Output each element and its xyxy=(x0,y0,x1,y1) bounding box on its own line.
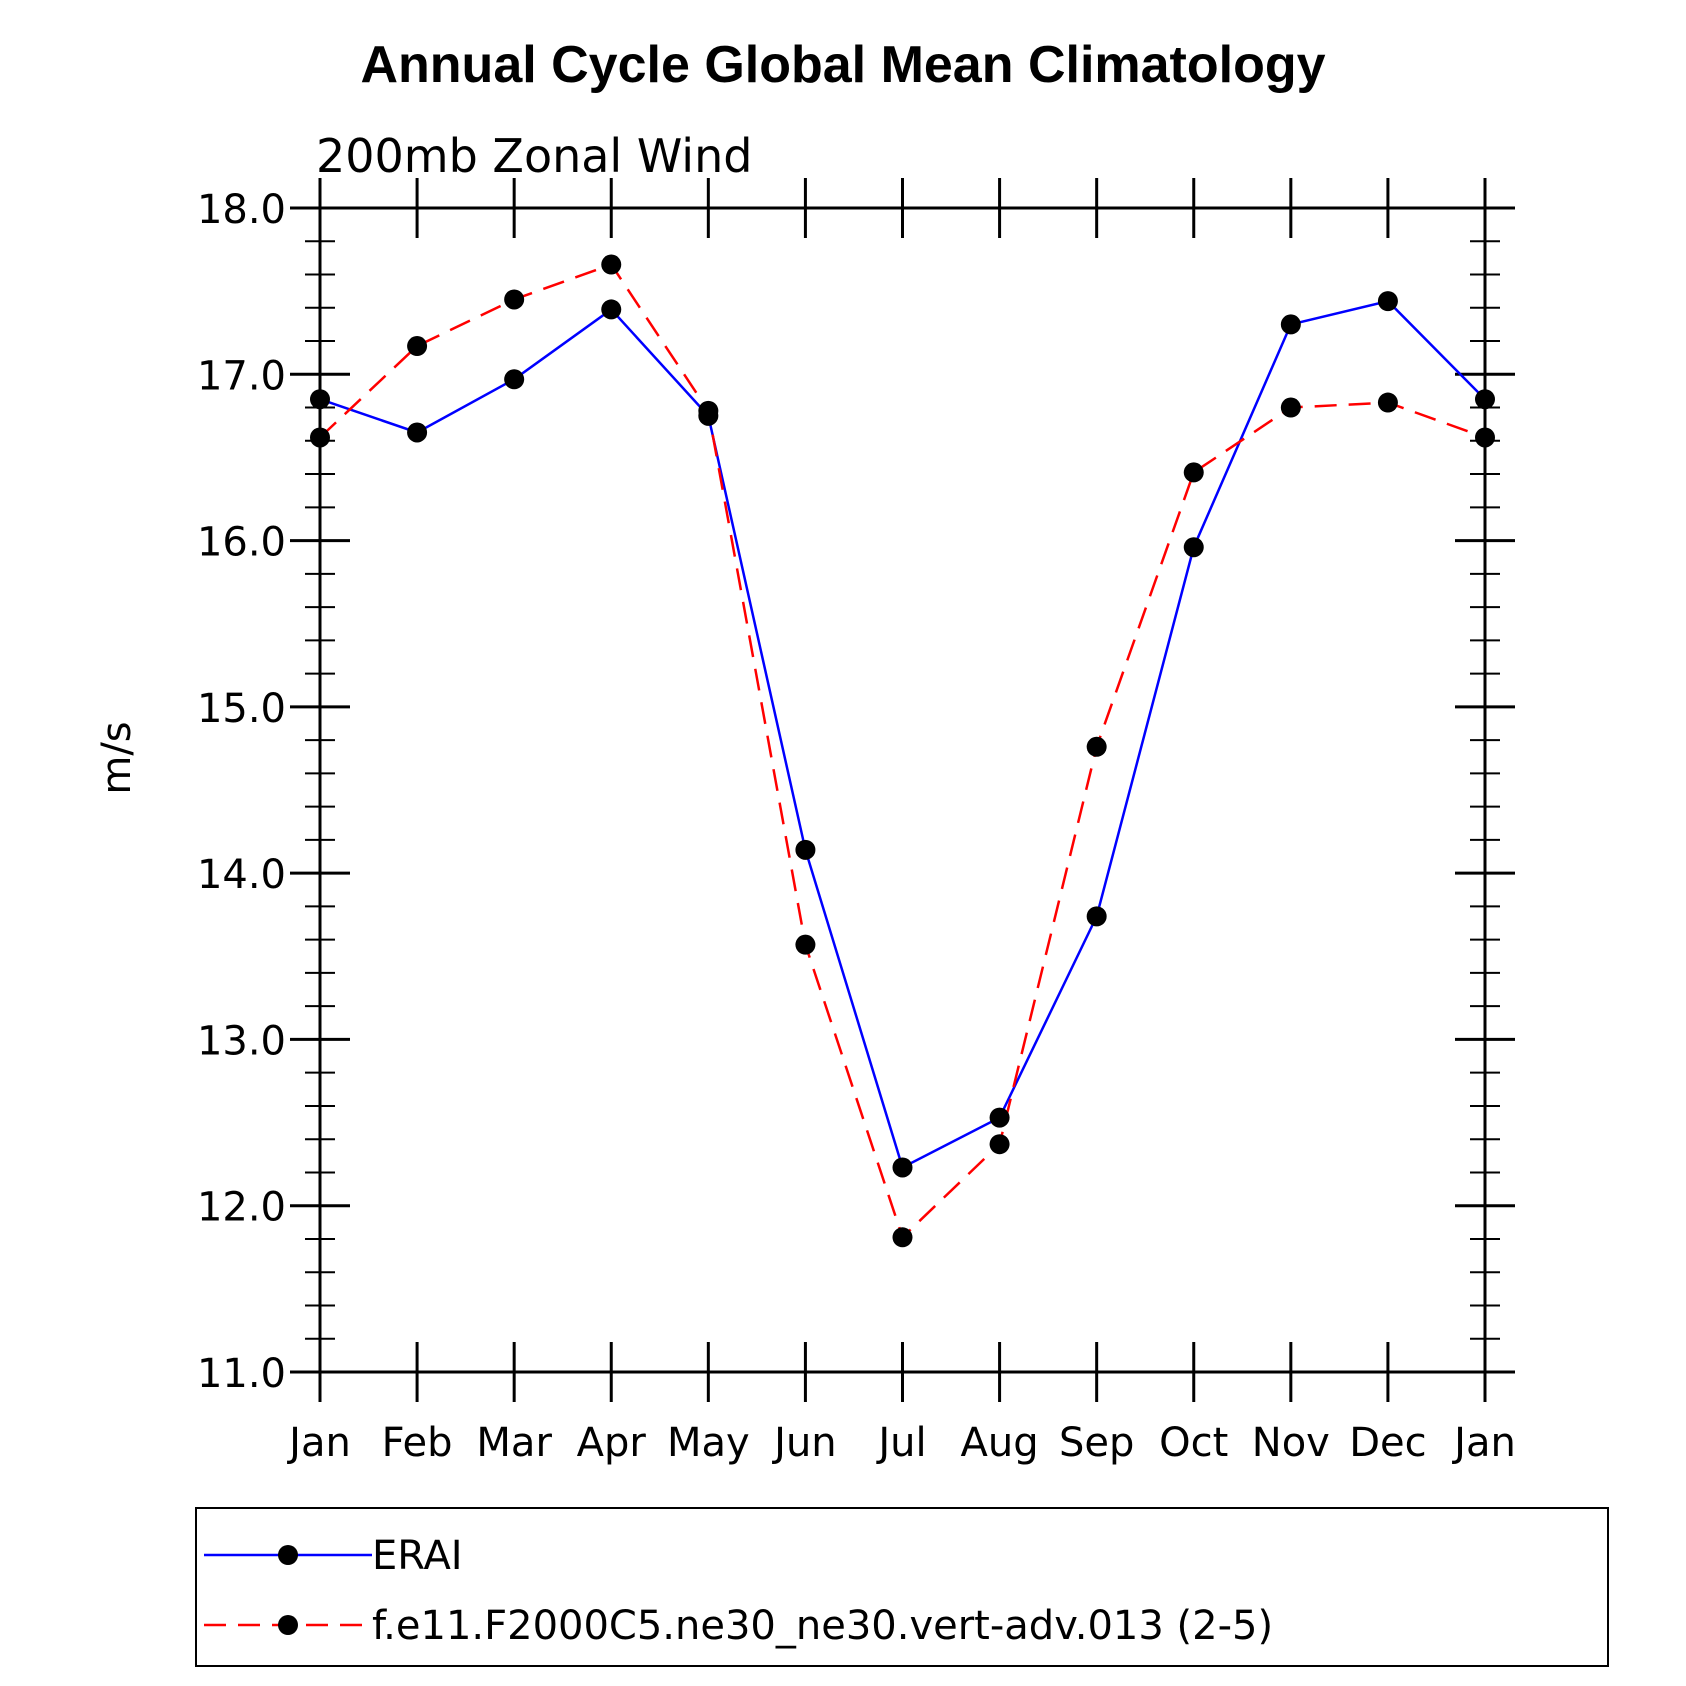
x-tick-label: Feb xyxy=(382,1420,453,1466)
y-tick-label: 18.0 xyxy=(197,187,286,233)
data-point-series-0 xyxy=(795,839,816,860)
series-layer xyxy=(310,254,1495,1248)
x-tick-label: Mar xyxy=(476,1420,552,1466)
legend-box xyxy=(195,1507,1609,1667)
data-point-series-1 xyxy=(1183,462,1204,483)
x-tick-label: Jun xyxy=(771,1420,837,1466)
x-tick-label: May xyxy=(667,1420,750,1466)
x-tick-label: Dec xyxy=(1349,1420,1426,1466)
y-tick-label: 16.0 xyxy=(197,520,286,566)
data-point-series-1 xyxy=(698,400,719,421)
data-point-series-0 xyxy=(504,369,525,390)
x-tick-label: Jul xyxy=(875,1420,926,1466)
data-point-series-1 xyxy=(1377,392,1398,413)
y-tick-label: 13.0 xyxy=(197,1018,286,1064)
data-point-series-0 xyxy=(1086,906,1107,927)
data-point-series-0 xyxy=(407,422,428,443)
x-tick-label: Oct xyxy=(1159,1420,1228,1466)
x-tick-label: Apr xyxy=(577,1420,647,1466)
data-point-series-1 xyxy=(795,934,816,955)
chart-subtitle: 200mb Zonal Wind xyxy=(316,129,752,183)
data-point-series-0 xyxy=(892,1157,913,1178)
data-point-series-1 xyxy=(1280,397,1301,418)
data-point-series-0 xyxy=(1377,291,1398,312)
data-point-series-0 xyxy=(1475,389,1495,410)
data-point-series-1 xyxy=(601,254,622,275)
y-axis-label: m/s xyxy=(94,721,140,794)
data-point-series-0 xyxy=(1280,314,1301,335)
chart-title: Annual Cycle Global Mean Climatology xyxy=(360,36,1325,94)
data-point-series-0 xyxy=(601,299,622,320)
x-tick-labels: Jan Feb Mar Apr May Jun Jul Aug Sep Oct Nov Dec Jan xyxy=(286,1420,1516,1466)
legend-marker-model xyxy=(278,1615,298,1635)
series-line-0 xyxy=(319,299,1486,1170)
x-tick-label: Sep xyxy=(1059,1420,1134,1466)
legend-label-erai: ERAI xyxy=(372,1533,463,1579)
data-point-series-1 xyxy=(407,336,428,357)
data-point-series-1 xyxy=(310,427,330,448)
data-point-series-1 xyxy=(1086,736,1107,757)
legend-marker-erai xyxy=(278,1545,298,1565)
x-tick-label: Jan xyxy=(286,1420,351,1466)
x-tick-label: Aug xyxy=(961,1420,1039,1466)
data-point-series-0 xyxy=(310,389,330,410)
data-point-series-1 xyxy=(504,289,525,310)
y-tick-label: 12.0 xyxy=(197,1185,286,1231)
data-point-series-0 xyxy=(989,1107,1010,1128)
x-tick-label: Nov xyxy=(1252,1420,1330,1466)
data-point-series-1 xyxy=(1475,427,1495,448)
axis-ticks xyxy=(290,178,1515,1402)
legend-label-model: f.e11.F2000C5.ne30_ne30.vert-adv.013 (2-… xyxy=(372,1603,1273,1649)
y-tick-label: 14.0 xyxy=(197,852,286,898)
y-tick-label: 15.0 xyxy=(197,686,286,732)
data-point-series-1 xyxy=(892,1227,913,1248)
legend: ERAI f.e11.F2000C5.ne30_ne30.vert-adv.01… xyxy=(195,1507,1609,1667)
plot-frame xyxy=(318,206,1487,1374)
y-tick-label: 17.0 xyxy=(197,353,286,399)
y-tick-labels: 11.0 12.0 13.0 14.0 15.0 16.0 17.0 18.0 xyxy=(197,187,286,1397)
data-point-series-1 xyxy=(989,1134,1010,1155)
x-tick-label: Jan xyxy=(1451,1420,1516,1466)
y-tick-label: 11.0 xyxy=(197,1351,286,1397)
data-point-series-0 xyxy=(1183,537,1204,558)
series-line-1 xyxy=(319,263,1486,1240)
